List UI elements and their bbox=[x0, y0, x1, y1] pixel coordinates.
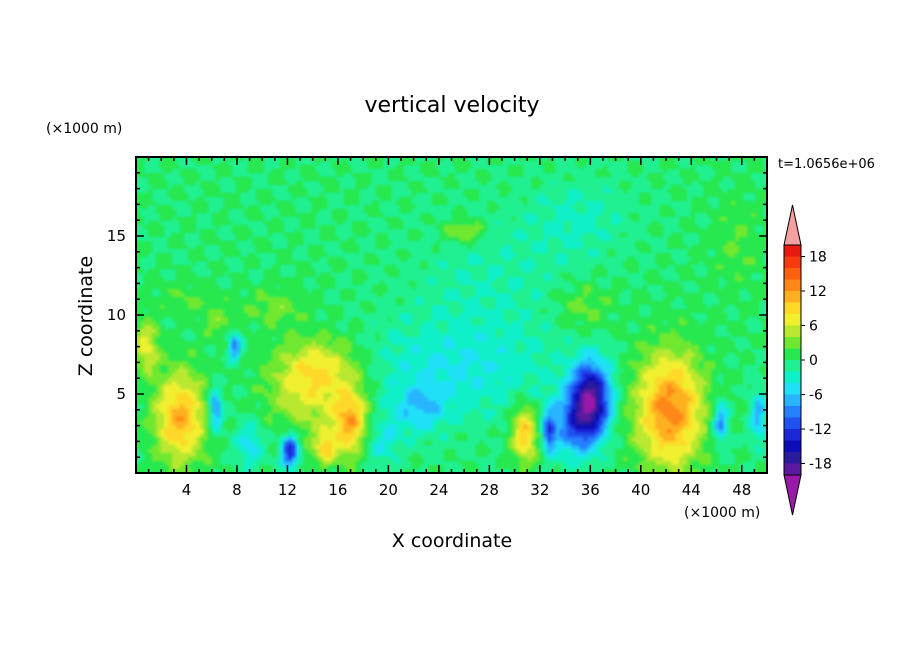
colorbar-tick-label: -6 bbox=[809, 388, 823, 404]
colorbar-tick-label: -12 bbox=[809, 422, 832, 438]
colorbar-lower-triangle bbox=[783, 474, 802, 516]
x-tick-label: 24 bbox=[429, 481, 448, 499]
y-axis-label: Z coordinate bbox=[75, 256, 97, 376]
x-tick-label: 4 bbox=[182, 481, 192, 499]
colorbar-level bbox=[784, 325, 801, 337]
x-axis-label: X coordinate bbox=[392, 530, 512, 552]
x-tick-label: 28 bbox=[480, 481, 499, 499]
x-unit-label: (×1000 m) bbox=[684, 505, 760, 521]
colorbar-level bbox=[784, 314, 801, 326]
velocity-field-image bbox=[136, 157, 767, 473]
colorbar-level bbox=[784, 394, 801, 406]
x-tick-label: 12 bbox=[278, 481, 297, 499]
y-tick-label: 5 bbox=[116, 385, 126, 403]
x-tick-label: 20 bbox=[379, 481, 398, 499]
colorbar-level bbox=[784, 256, 801, 268]
colorbar-level bbox=[784, 302, 801, 314]
colorbar-level bbox=[784, 452, 801, 464]
y-tick-label: 15 bbox=[107, 227, 126, 245]
colorbar-tick-label: 0 bbox=[809, 353, 818, 369]
colorbar-level bbox=[784, 417, 801, 429]
colorbar-level bbox=[784, 371, 801, 383]
colorbar-level bbox=[784, 383, 801, 395]
colorbar-tick-label: 18 bbox=[809, 250, 827, 266]
colorbar-level bbox=[784, 291, 801, 303]
x-tick-label: 32 bbox=[530, 481, 549, 499]
colorbar-level bbox=[784, 337, 801, 349]
time-label: t=1.0656e+06 bbox=[778, 157, 875, 172]
y-tick-label: 10 bbox=[107, 306, 126, 324]
y-unit-label: (×1000 m) bbox=[46, 121, 122, 137]
x-tick-label: 48 bbox=[732, 481, 751, 499]
colorbar-level bbox=[784, 268, 801, 280]
x-tick-label: 36 bbox=[581, 481, 600, 499]
colorbar-upper-triangle bbox=[783, 204, 802, 246]
x-tick-label: 8 bbox=[232, 481, 242, 499]
colorbar-level bbox=[784, 440, 801, 452]
chart-title: vertical velocity bbox=[364, 93, 539, 118]
colorbar-level bbox=[784, 348, 801, 360]
x-tick-label: 44 bbox=[682, 481, 701, 499]
colorbar-tick-label: 6 bbox=[809, 319, 818, 335]
x-tick-label: 40 bbox=[631, 481, 650, 499]
colorbar-level bbox=[784, 429, 801, 441]
x-tick-label: 16 bbox=[328, 481, 347, 499]
colorbar-tick-label: 12 bbox=[809, 284, 827, 300]
colorbar-level bbox=[784, 360, 801, 372]
colorbar: 18 12 6 0 -6 -12 -18 bbox=[783, 204, 832, 516]
velocity-field bbox=[136, 157, 767, 473]
colorbar-tick-label: -18 bbox=[809, 457, 832, 473]
colorbar-level bbox=[784, 463, 801, 475]
colorbar-level bbox=[784, 279, 801, 291]
colorbar-level bbox=[784, 406, 801, 418]
colorbar-level bbox=[784, 245, 801, 257]
